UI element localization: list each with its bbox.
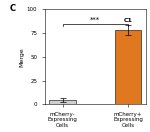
Text: C: C	[9, 4, 16, 13]
Bar	[115, 30, 141, 104]
Bar	[50, 100, 76, 104]
Text: C1: C1	[124, 18, 133, 23]
Text: ***: ***	[90, 17, 100, 23]
Y-axis label: Merge: Merge	[19, 47, 24, 67]
